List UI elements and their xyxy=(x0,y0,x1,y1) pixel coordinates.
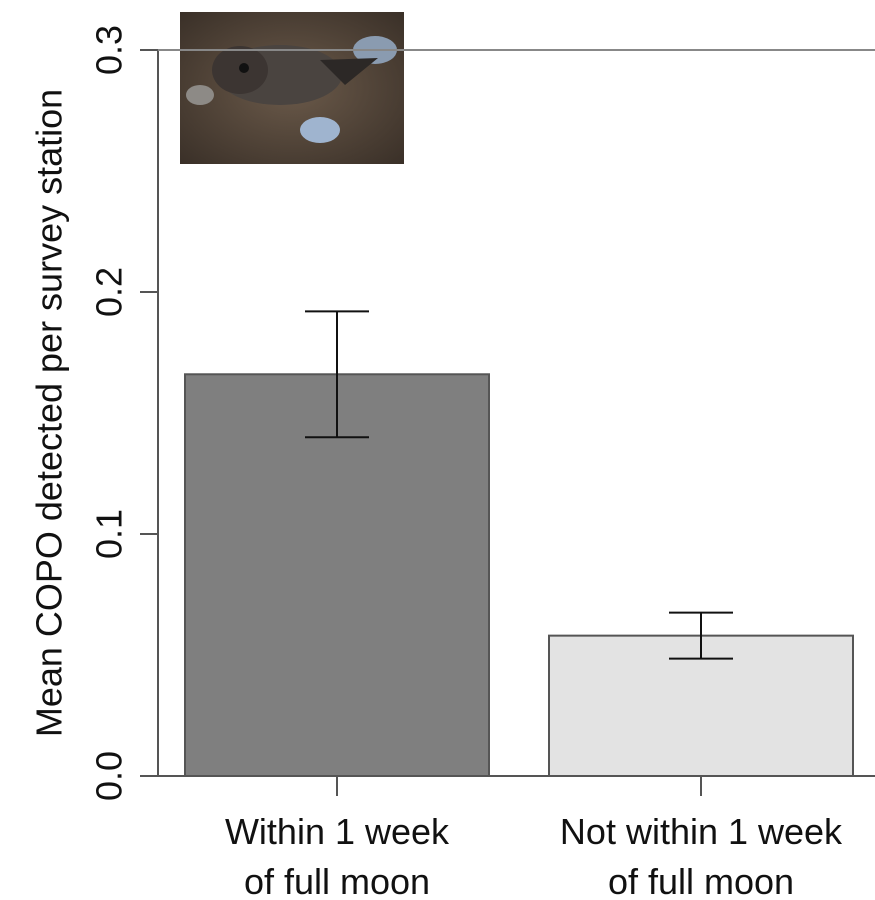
x-tick-label: Not within 1 week of full moon xyxy=(560,811,843,900)
bird-photo xyxy=(180,12,404,164)
y-tick-label: 0.3 xyxy=(89,25,130,75)
y-tick-label: 0.2 xyxy=(89,267,130,317)
bar xyxy=(184,373,490,777)
error-bar xyxy=(305,310,369,439)
y-tick-label: 0.1 xyxy=(89,509,130,559)
y-axis-label: Mean COPO detected per survey station xyxy=(29,89,70,737)
error-bar xyxy=(669,611,733,660)
y-tick-label: 0.0 xyxy=(89,751,130,801)
x-tick-label: Within 1 week of full moon xyxy=(225,811,450,900)
